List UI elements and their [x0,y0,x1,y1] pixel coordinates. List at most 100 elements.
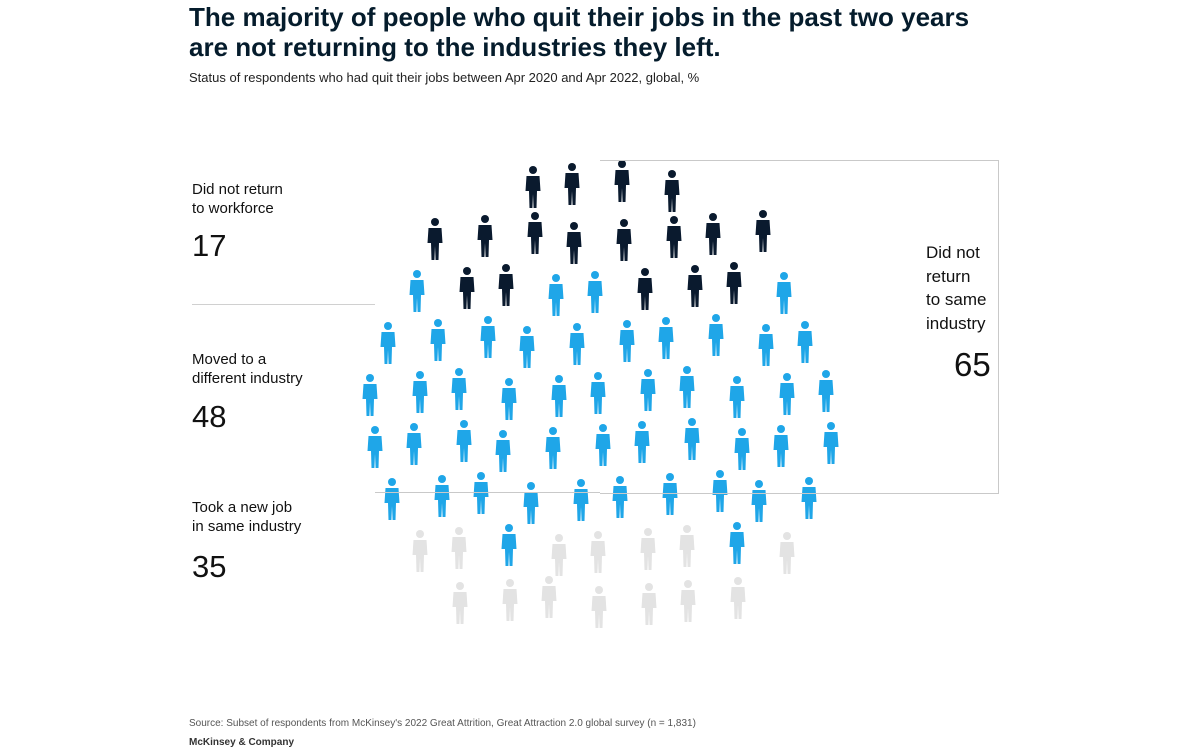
person-icon [362,374,378,416]
person-icon [758,324,774,366]
person-icon [801,477,817,519]
person-icon [473,472,489,514]
person-icon [451,368,467,410]
person-icon [551,375,567,417]
bracket-label-line: return [926,266,971,286]
person-icon [729,376,745,418]
person-icon [430,319,446,361]
person-icon [640,528,656,570]
person-icon [755,210,771,252]
person-icon [501,524,517,566]
person-icon [705,213,721,255]
person-icon [519,326,535,368]
person-icon [797,321,813,363]
bracket-label: Did not return to same industry [926,241,1006,335]
bracket-bottom-line [375,492,600,493]
segment-label-line: Did not return [192,181,283,198]
person-icon [818,370,834,412]
person-icon [591,586,607,628]
person-icon [726,262,742,304]
person-icon [634,421,650,463]
person-icon [480,316,496,358]
person-icon [679,525,695,567]
person-icon [502,579,518,621]
person-icon [409,270,425,312]
bracket-label-line: to same [926,290,987,309]
person-icon [612,476,628,518]
person-icon [495,430,511,472]
person-icon [367,426,383,468]
segment-label: Moved to a different industry [192,350,303,388]
segment-label-line: to workforce [192,200,274,217]
person-icon [679,366,695,408]
chart-title: The majority of people who quit their jo… [189,2,970,62]
person-icon [434,475,450,517]
person-icon [501,378,517,420]
person-icon [523,482,539,524]
segment-label-line: in same industry [192,518,302,535]
person-icon [498,264,514,306]
person-icon [412,371,428,413]
segment-label: Took a new job in same industry [192,498,301,536]
person-icon [427,218,443,260]
person-icon [595,424,611,466]
person-icon [729,522,745,564]
person-icon [566,222,582,264]
segment-label-line: Moved to a [192,351,267,368]
person-icon [662,473,678,515]
source-note: Source: Subset of respondents from McKin… [189,718,696,729]
person-icon [708,314,724,356]
chart-subtitle: Status of respondents who had quit their… [189,70,700,85]
person-icon [664,170,680,212]
person-icon [477,215,493,257]
person-icon [734,428,750,470]
person-icon [730,577,746,619]
person-icon [451,527,467,569]
person-icon [412,530,428,572]
person-icon [684,418,700,460]
segment-label-line: different industry [192,370,303,387]
person-icon [712,470,728,512]
person-icon [525,166,541,208]
bracket-label-line: Did not [926,243,980,262]
person-icon [680,580,696,622]
segment-value: 17 [192,228,227,263]
person-icon [773,425,789,467]
segment-value: 35 [192,549,227,584]
person-icon [527,212,543,254]
person-icon [551,534,567,576]
person-icon [590,531,606,573]
person-icon [406,423,422,465]
person-icon [637,268,653,310]
person-icon [619,320,635,362]
person-icon [456,420,472,462]
person-icon [776,272,792,314]
person-icon [616,219,632,261]
person-icon [548,274,564,316]
bracket-label-line: industry [926,313,986,333]
person-icon [614,160,630,202]
person-icon [751,480,767,522]
person-icon [590,372,606,414]
segment-label-line: Took a new job [192,499,293,516]
person-icon [545,427,561,469]
person-icon [779,373,795,415]
person-icon [779,532,795,574]
bracket-value: 65 [954,346,991,383]
person-icon [640,369,656,411]
person-icon [641,583,657,625]
person-icon [384,478,400,520]
person-icon [564,163,580,205]
person-icon [380,322,396,364]
segment-divider [192,304,375,305]
segment-label: Did not return to workforce [192,180,283,218]
person-icon [687,265,703,307]
bracket-outline [600,160,999,494]
person-icon [452,582,468,624]
person-icon [658,317,674,359]
person-icon [823,422,839,464]
person-icon [569,323,585,365]
person-icon [573,479,589,521]
person-icon [459,267,475,309]
